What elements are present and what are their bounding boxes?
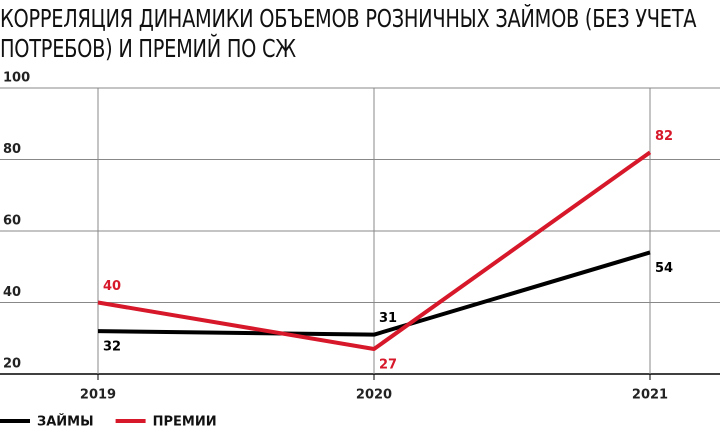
x-tick-label: 2019 — [80, 388, 116, 403]
data-label: 31 — [379, 311, 397, 326]
chart-title: КОРРЕЛЯЦИЯ ДИНАМИКИ ОБЪЕМОВ РОЗНИЧНЫХ ЗА… — [0, 4, 697, 63]
data-label: 40 — [103, 279, 121, 294]
y-tick-label: 60 — [3, 214, 21, 229]
legend-label: ПРЕМИИ — [153, 415, 217, 430]
y-tick-label: 100 — [3, 71, 30, 86]
y-tick-label: 80 — [3, 142, 21, 157]
x-tick-label: 2021 — [632, 388, 668, 403]
series-line — [97, 150, 652, 351]
y-tick-label: 40 — [3, 285, 21, 300]
y-tick-label: 20 — [3, 357, 21, 372]
series-line — [97, 250, 651, 337]
data-label: 82 — [655, 129, 673, 144]
x-tick-label: 2020 — [356, 388, 392, 403]
data-label: 27 — [379, 357, 397, 372]
data-label: 32 — [103, 340, 121, 355]
legend-label: ЗАЙМЫ — [37, 414, 94, 430]
data-label: 54 — [655, 261, 673, 276]
